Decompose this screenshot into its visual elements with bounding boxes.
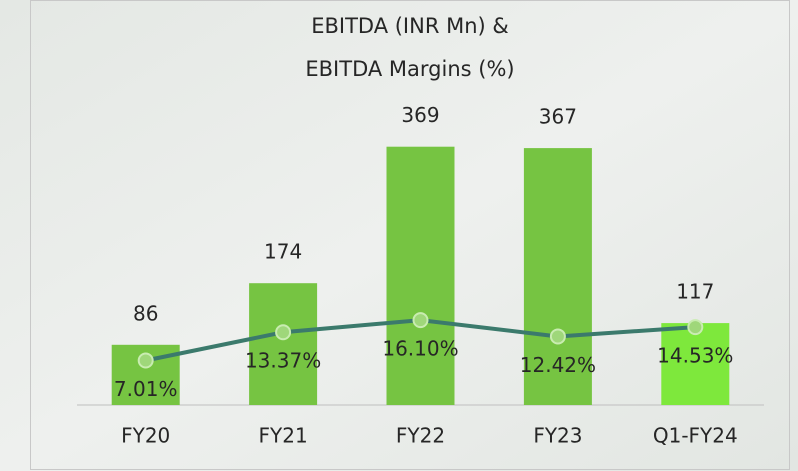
chart-title: EBITDA Margins (%) [305,57,514,81]
x-tick-label: FY21 [259,424,308,448]
value-label: 12.42% [520,353,596,377]
x-tick-label: FY20 [121,424,170,448]
chart-title: EBITDA (INR Mn) & [311,14,509,38]
value-label: 16.10% [382,337,458,361]
chart: EBITDA (INR Mn) & EBITDA Margins (%) FY2… [0,0,798,471]
value-label: 7.01% [114,377,178,401]
marker [688,320,702,334]
bar-label: 369 [401,103,439,127]
marker [276,325,290,339]
value-label: 14.53% [657,344,733,368]
x-tick-label: Q1-FY24 [653,424,738,448]
value-label: 13.37% [245,349,321,373]
bar-label: 174 [264,240,302,264]
marker [139,354,153,368]
bar-label: 367 [539,105,577,129]
x-tick-label: FY22 [396,424,445,448]
bar-label: 86 [133,301,158,325]
bar [249,283,317,405]
marker [414,313,428,327]
x-tick-label: FY23 [533,424,582,448]
bar-label: 117 [676,280,714,304]
bar [387,147,455,405]
marker [551,329,565,343]
